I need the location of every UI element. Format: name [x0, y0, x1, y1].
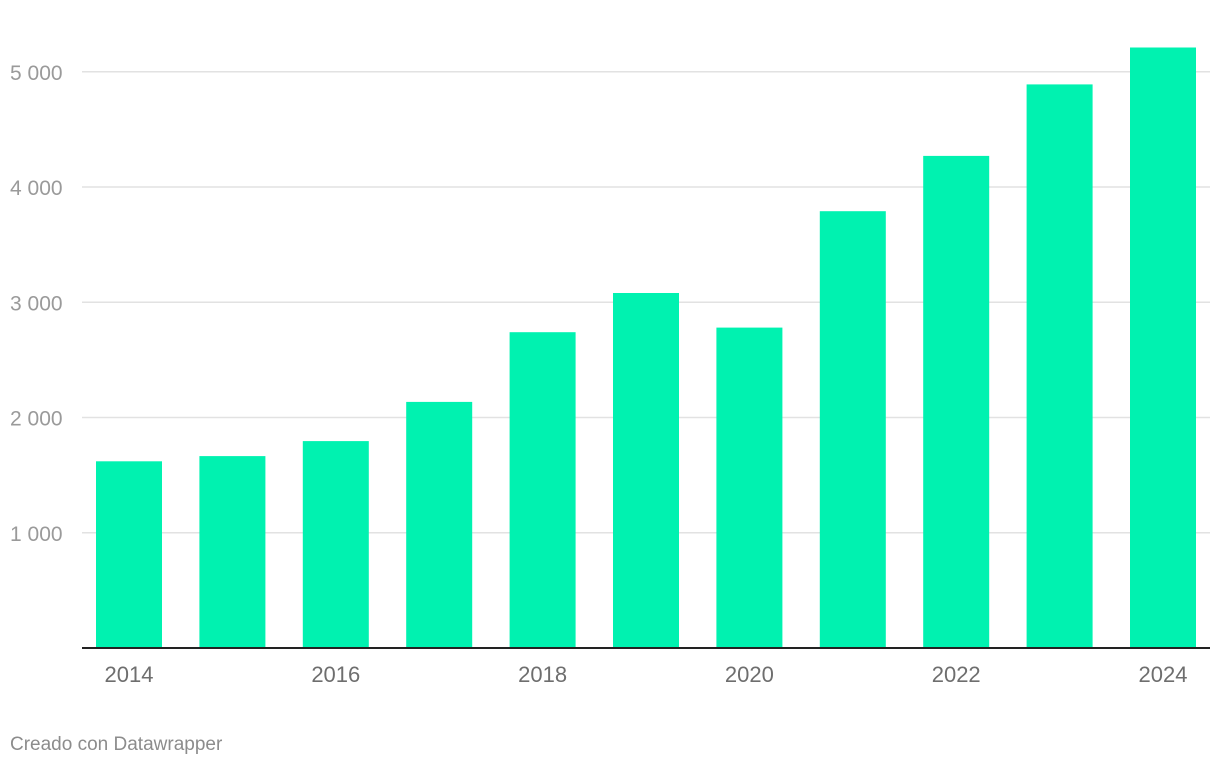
- bar-chart: 1 000 2 000 3 000 4 000 5 000 2014 2016 2018 202…: [10, 47, 1210, 687]
- axes: 1 000 2 000 3 000 4 000 5 000 2014 2016 2018 202…: [10, 62, 1210, 687]
- bar-2018: [509, 332, 576, 648]
- bar-2023: [1026, 84, 1093, 648]
- bar-2014: [96, 461, 162, 648]
- bar-2021: [819, 211, 886, 648]
- y-tick-label: 5 000: [10, 62, 63, 85]
- y-tick-label: 4 000: [10, 177, 63, 200]
- bar-2020: [716, 327, 783, 648]
- y-tick-label: 2 000: [10, 408, 63, 431]
- bar-2022: [923, 155, 990, 648]
- x-tick-label: 2024: [1139, 662, 1188, 687]
- y-tick-label: 3 000: [10, 292, 63, 315]
- credit-text: Creado con Datawrapper: [10, 734, 223, 755]
- bars: [96, 47, 1196, 648]
- bar-2019: [613, 293, 679, 648]
- x-tick-label: 2018: [518, 662, 567, 687]
- bar-2015: [199, 456, 266, 648]
- x-tick-label: 2020: [725, 662, 774, 687]
- x-tick-label: 2022: [932, 662, 981, 687]
- bar-2017: [406, 401, 473, 648]
- bar-2024: [1130, 47, 1196, 648]
- y-tick-label: 1 000: [10, 523, 63, 546]
- x-tick-label: 2014: [105, 662, 154, 687]
- bar-2016: [302, 441, 369, 648]
- x-tick-label: 2016: [311, 662, 360, 687]
